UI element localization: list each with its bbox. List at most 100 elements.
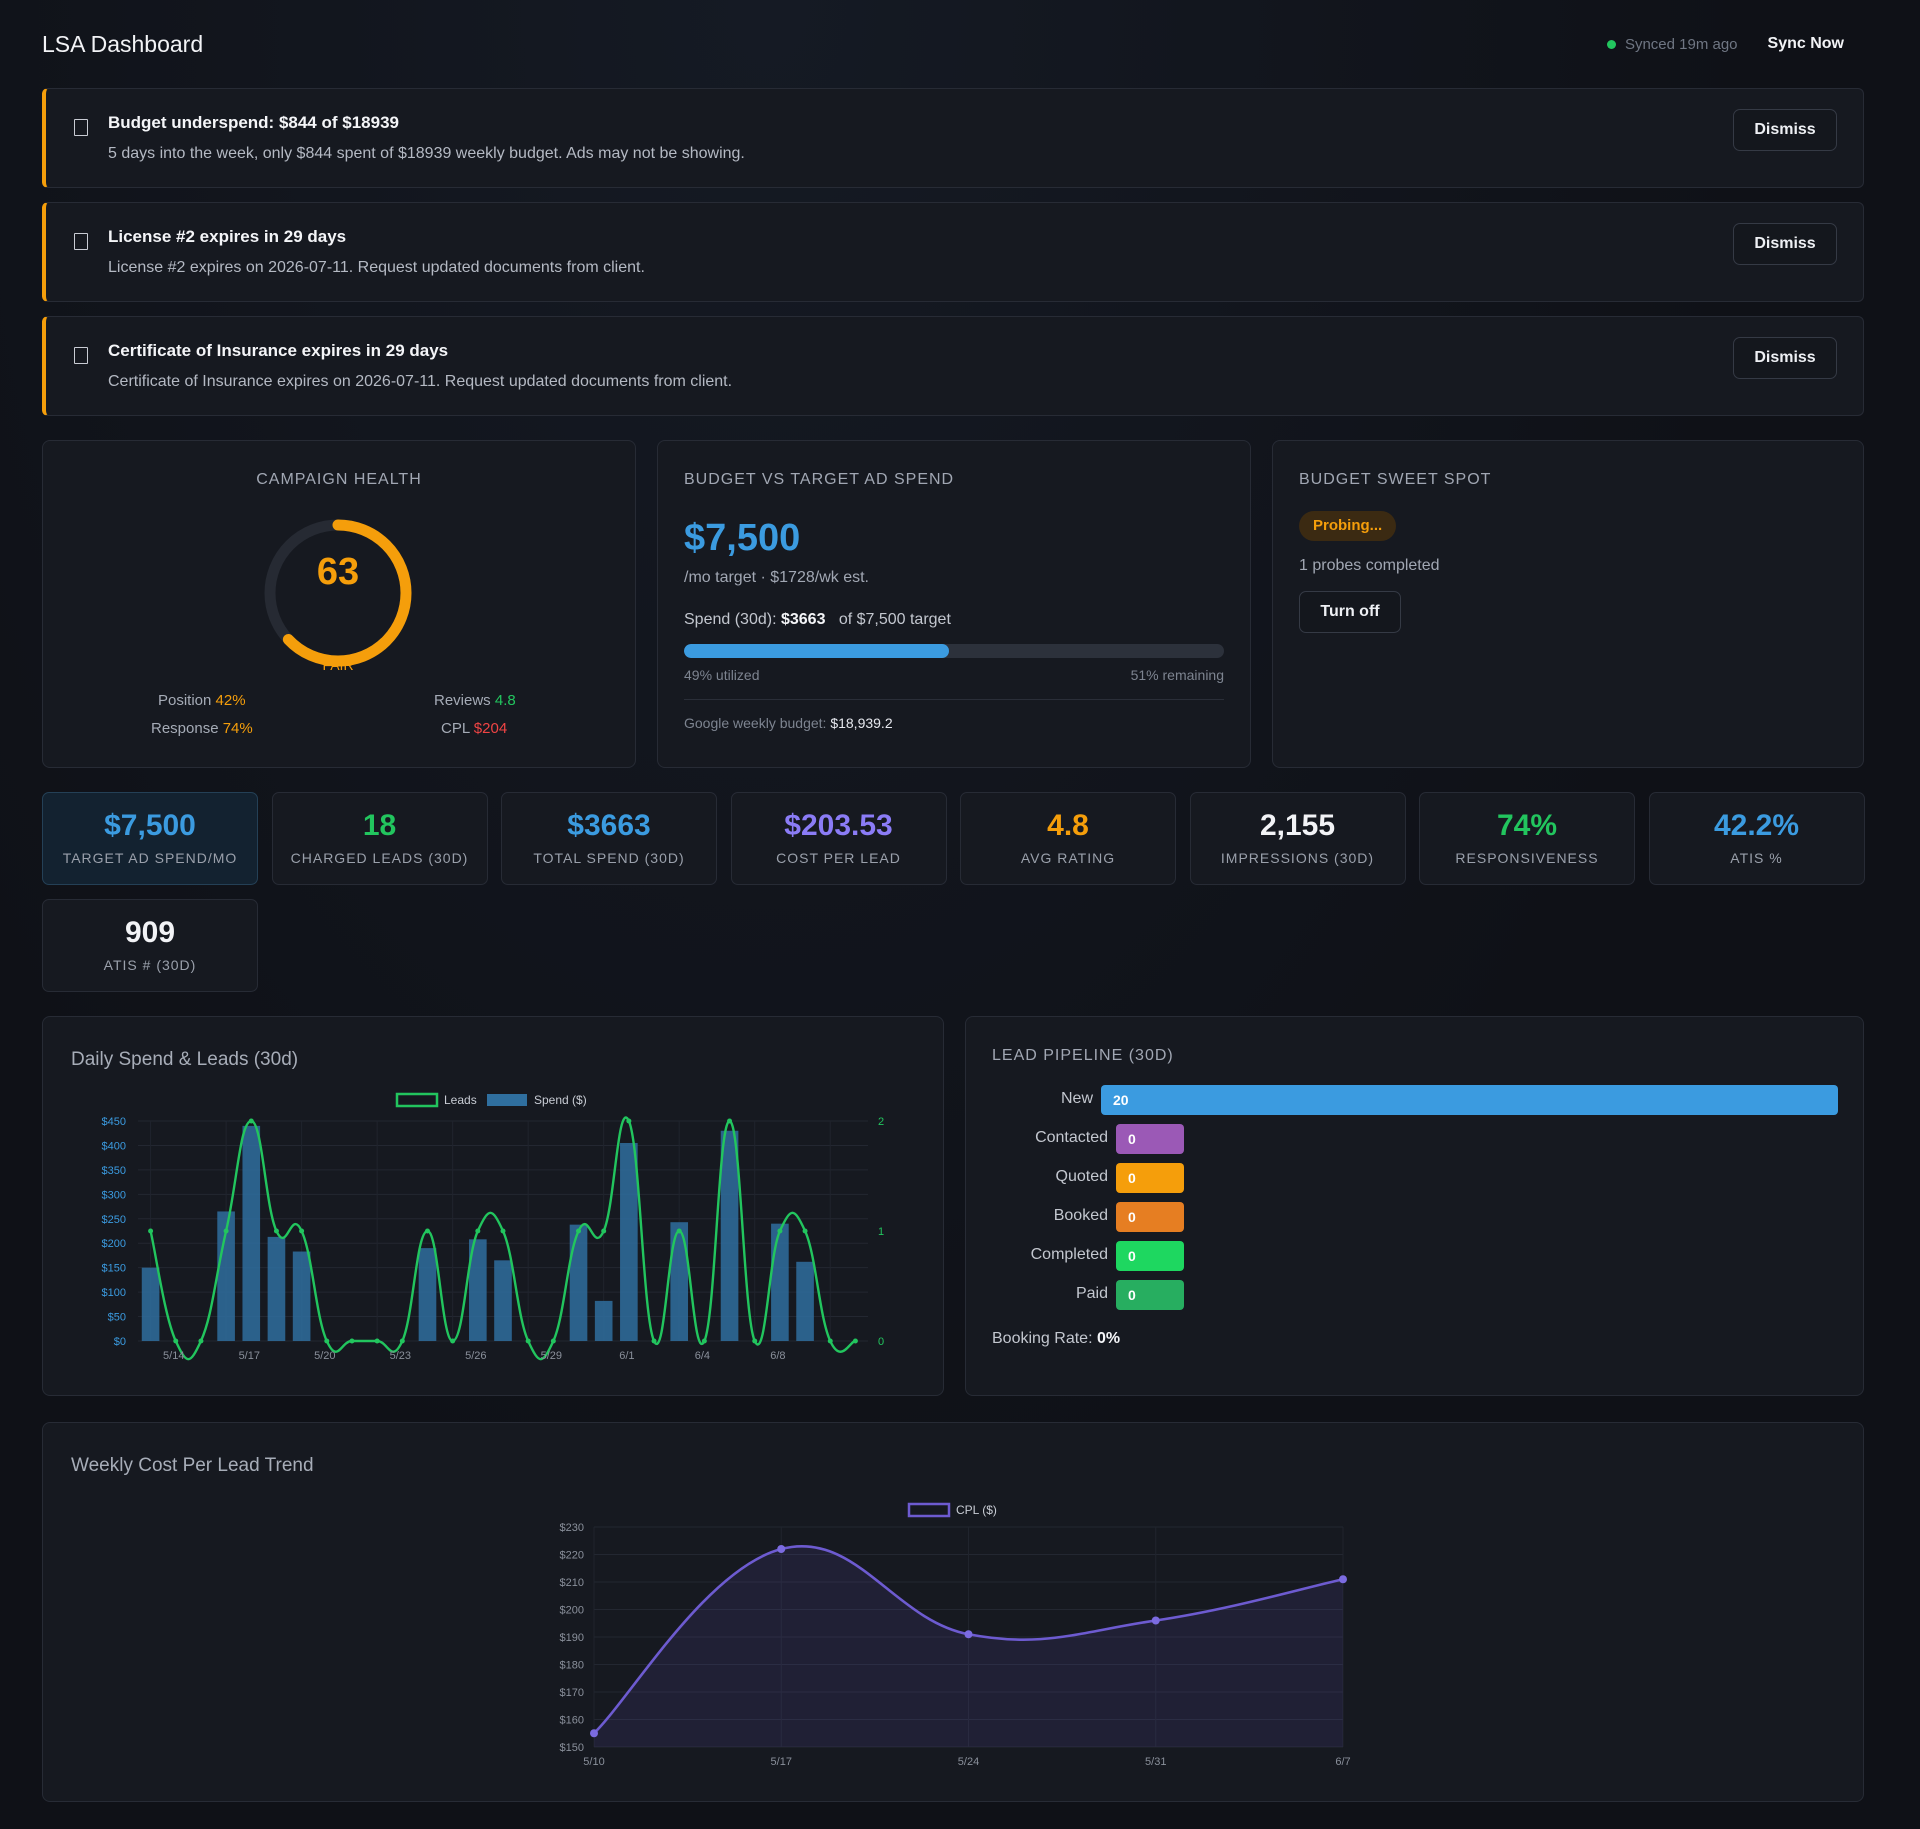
budget-target-value: $7,500 <box>684 517 801 559</box>
y-tick-label: $170 <box>560 1687 584 1699</box>
leads-point <box>148 1228 154 1234</box>
y-tick-label: $190 <box>560 1632 584 1644</box>
pipeline-bar: 0 <box>1116 1163 1184 1193</box>
x-tick-label: 6/1 <box>619 1350 634 1362</box>
budget-progress-fill <box>684 644 949 658</box>
stat-label: IMPRESSIONS (30D) <box>1220 850 1375 866</box>
leads-point <box>651 1338 657 1344</box>
sync-now-button[interactable]: Sync Now <box>1767 35 1844 52</box>
alert-title: License #2 expires in 29 days <box>108 227 347 246</box>
spend-value: $3663 <box>780 611 826 628</box>
spend-bar <box>242 1125 261 1341</box>
leads-point <box>500 1228 506 1234</box>
legend-swatch-spend <box>487 1094 527 1106</box>
y-right-tick-label: 2 <box>878 1116 884 1128</box>
stat-label: RESPONSIVENESS <box>1455 850 1599 866</box>
legend-label-spend: Spend ($) <box>534 1093 587 1107</box>
lead-pipeline-card: LEAD PIPELINE (30D) New 20 Contacted 0 Quote… <box>965 1016 1864 1396</box>
x-tick-label: 5/20 <box>314 1350 335 1362</box>
legend-label-leads: Leads <box>444 1093 477 1107</box>
chart-title: Daily Spend & Leads (30d) <box>71 1049 299 1070</box>
chart-title: Weekly Cost Per Lead Trend <box>71 1455 314 1476</box>
leads-point <box>424 1228 430 1234</box>
alert-title: Budget underspend: $844 of $18939 <box>108 113 399 132</box>
stat-value: $203.53 <box>784 809 893 842</box>
leads-point <box>475 1228 481 1234</box>
y-left-tick-label: $0 <box>114 1336 126 1348</box>
dismiss-button[interactable]: Dismiss <box>1733 337 1837 379</box>
stat-value: $7,500 <box>104 809 196 842</box>
metric-label: Response <box>151 720 219 737</box>
cpl-point <box>1151 1616 1160 1625</box>
dismiss-button[interactable]: Dismiss <box>1733 223 1837 265</box>
leads-point <box>273 1228 279 1234</box>
leads-point <box>173 1338 179 1344</box>
leads-point <box>626 1118 632 1124</box>
header-actions: Synced 19m ago Sync Now <box>1606 35 1864 53</box>
x-tick-label: 5/29 <box>541 1350 562 1362</box>
stat-value: 4.8 <box>1047 809 1089 842</box>
remaining-label: 51% remaining <box>1130 667 1224 683</box>
y-left-tick-label: $450 <box>102 1116 126 1128</box>
budget-sweet-spot-card: BUDGET SWEET SPOT Probing... 1 probes co… <box>1272 440 1864 768</box>
alert-title: Certificate of Insurance expires in 29 d… <box>108 341 449 360</box>
budget-subtitle: /mo target · $1728/wk est. <box>684 569 869 586</box>
spend-bar <box>670 1222 689 1341</box>
leads-point <box>450 1338 456 1344</box>
sync-status-text: Synced 19m ago <box>1624 35 1738 53</box>
booking-rate-value: 0% <box>1096 1330 1121 1347</box>
dashboard: LSA Dashboard Synced 19m ago Sync Now Bu… <box>42 0 1865 1802</box>
pipeline-count: 20 <box>1113 1092 1129 1108</box>
metric-position: Position 42% <box>158 692 246 709</box>
dismiss-button[interactable]: Dismiss <box>1733 109 1837 151</box>
stat-label: AVG RATING <box>1020 850 1116 866</box>
spend-bar <box>292 1251 311 1341</box>
stat-value: 909 <box>124 916 176 949</box>
stat-label: TOTAL SPEND (30D) <box>533 850 685 866</box>
pipeline-count: 0 <box>1128 1170 1136 1186</box>
y-left-tick-label: $250 <box>102 1214 126 1226</box>
leads-point <box>676 1228 682 1234</box>
x-tick-label: 6/8 <box>770 1350 785 1362</box>
google-budget-label: Google weekly budget: <box>684 715 827 731</box>
card-label: BUDGET VS TARGET AD SPEND <box>684 471 955 488</box>
y-left-tick-label: $150 <box>102 1263 126 1275</box>
metric-value: $204 <box>473 720 508 737</box>
pipeline-stage-completed: Completed 0 <box>966 1241 1863 1271</box>
alert-checkbox[interactable] <box>74 347 88 364</box>
leads-point <box>701 1338 707 1344</box>
alert-description: 5 days into the week, only $844 spent of… <box>108 145 745 162</box>
alert-checkbox[interactable] <box>74 233 88 250</box>
x-tick-label: 6/7 <box>1335 1756 1350 1768</box>
x-tick-label: 5/31 <box>1145 1756 1166 1768</box>
alert-checkbox[interactable] <box>74 119 88 136</box>
campaign-health-card: CAMPAIGN HEALTH 63 FAIR Position 42% Rev… <box>42 440 636 768</box>
metric-value: 74% <box>222 720 253 737</box>
alert-description: Certificate of Insurance expires on 2026… <box>108 373 733 390</box>
pipeline-stage-label: Completed <box>1030 1246 1108 1263</box>
stat-tile: $7,500 TARGET AD SPEND/MO <box>42 792 258 885</box>
pipeline-count: 0 <box>1128 1209 1136 1225</box>
pipeline-bar: 0 <box>1116 1280 1184 1310</box>
y-right-tick-label: 1 <box>878 1226 884 1238</box>
metric-value: 42% <box>215 692 246 709</box>
probes-completed: 1 probes completed <box>1299 557 1440 574</box>
spend-bar <box>494 1260 512 1341</box>
stat-tile: 74% RESPONSIVENESS <box>1419 792 1635 885</box>
card-label: LEAD PIPELINE (30D) <box>992 1047 1174 1064</box>
y-tick-label: $150 <box>560 1742 584 1754</box>
leads-point <box>374 1338 380 1344</box>
metric-reviews: Reviews 4.8 <box>434 692 516 709</box>
spend-bar <box>267 1236 286 1341</box>
y-left-tick-label: $200 <box>102 1238 126 1250</box>
leads-point <box>550 1338 556 1344</box>
turn-off-button[interactable]: Turn off <box>1299 591 1401 633</box>
budget-spend: Spend (30d): $3663 of $7,500 target <box>684 611 951 629</box>
stat-tile: 4.8 AVG RATING <box>960 792 1176 885</box>
stat-value: 18 <box>362 809 397 842</box>
x-tick-label: 5/24 <box>958 1756 979 1768</box>
metric-value: 4.8 <box>494 692 516 709</box>
health-gauge <box>264 519 412 667</box>
x-tick-label: 5/17 <box>239 1350 260 1362</box>
stat-label: TARGET AD SPEND/MO <box>62 850 238 866</box>
